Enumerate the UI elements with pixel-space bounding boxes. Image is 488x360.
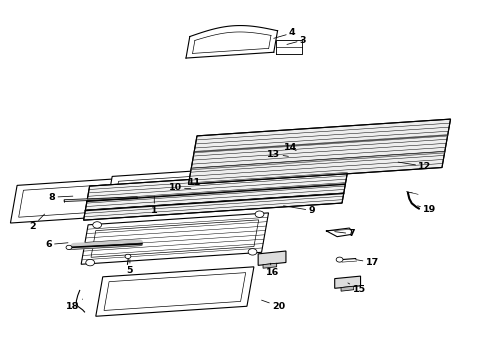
Text: 2: 2 [29,214,44,231]
Polygon shape [258,251,285,265]
Text: 17: 17 [355,258,378,267]
Polygon shape [263,263,276,268]
Text: 18: 18 [66,299,82,311]
Polygon shape [191,151,444,170]
Text: 5: 5 [126,260,133,275]
Polygon shape [340,286,353,291]
Polygon shape [188,119,449,184]
Circle shape [93,222,102,228]
Text: 8: 8 [48,193,73,202]
Circle shape [85,259,94,266]
Circle shape [125,254,131,258]
Text: 6: 6 [45,240,68,249]
Polygon shape [194,135,447,153]
Text: 13: 13 [266,150,288,159]
Circle shape [255,211,264,217]
Polygon shape [105,170,209,214]
Circle shape [335,257,342,262]
Text: 4: 4 [273,28,295,39]
Polygon shape [96,267,253,316]
Text: 11: 11 [188,178,204,187]
Text: 14: 14 [284,143,297,152]
Text: 15: 15 [347,283,365,294]
Text: 1: 1 [151,196,157,215]
Text: 3: 3 [286,36,305,45]
Text: 16: 16 [265,263,279,277]
Text: 9: 9 [283,206,314,215]
Polygon shape [81,213,268,264]
Polygon shape [64,197,137,202]
Text: 20: 20 [261,300,285,311]
Text: 7: 7 [334,229,354,238]
Text: 10: 10 [168,183,190,192]
Polygon shape [334,276,360,288]
Text: 12: 12 [397,162,430,171]
Circle shape [66,245,72,249]
Text: 19: 19 [417,205,435,214]
Polygon shape [83,169,347,220]
Circle shape [247,249,256,255]
Polygon shape [10,179,114,223]
